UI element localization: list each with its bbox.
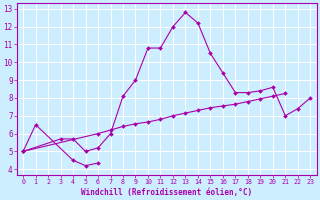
X-axis label: Windchill (Refroidissement éolien,°C): Windchill (Refroidissement éolien,°C) <box>81 188 252 197</box>
